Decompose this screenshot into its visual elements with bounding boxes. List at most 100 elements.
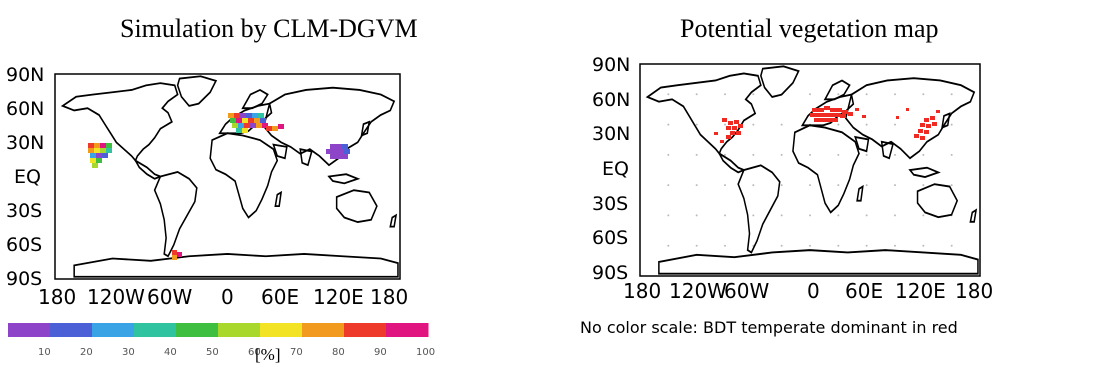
grid-dot [837, 214, 840, 217]
colorbar-unit: [%] [255, 345, 281, 364]
colorbar: 10 20 30 40 50 60 70 80 90 100 [8, 323, 435, 358]
colorbar-segment [260, 323, 303, 337]
colorbar-segment [386, 323, 429, 337]
lat-label: 30N [6, 132, 44, 154]
colorbar-segment [218, 323, 261, 337]
grid-dot [724, 184, 726, 187]
lat-label: 60N [592, 89, 630, 111]
colorbar-segment [344, 323, 387, 337]
colorbar-tick-label: 40 [164, 347, 177, 358]
grid-dot [894, 123, 896, 126]
right-map: 90N 60N 30N EQ 30S 60S 90S 180 120W 60W … [592, 54, 993, 303]
grid-dot [780, 153, 783, 156]
grid-dot [809, 244, 811, 247]
lon-label: 120E [895, 279, 946, 303]
colorbar-tick-label: 20 [80, 347, 93, 358]
grid-dot [950, 244, 953, 247]
colorbar-tick-label: 80 [332, 347, 345, 358]
grid-dot [780, 184, 783, 187]
cells-east-asia [326, 144, 350, 159]
lat-label: EQ [602, 158, 629, 180]
grid-dot [780, 244, 783, 247]
grid-dot [865, 123, 868, 126]
grid-dot [752, 93, 755, 96]
lat-label: EQ [14, 166, 41, 188]
grid-dot [752, 184, 755, 187]
grid-dot [922, 214, 925, 217]
lon-label: 120W [669, 279, 727, 303]
lat-label: 30S [592, 193, 628, 215]
grid-dot [950, 184, 953, 187]
colorbar-segment [92, 323, 135, 337]
lon-label: 180 [623, 279, 661, 303]
right-lat-labels: 90N 60N 30N EQ 30S 60S 90S [592, 54, 630, 284]
colorbar-segment [134, 323, 177, 337]
grid-dot [865, 93, 868, 96]
grid-dot [752, 214, 755, 217]
grid-dot [894, 244, 896, 247]
lon-label: 120W [87, 285, 145, 309]
colorbar-tick-label: 100 [416, 347, 435, 358]
lon-label: 0 [807, 279, 820, 303]
grid-dot [724, 244, 726, 247]
lon-label: 180 [38, 285, 76, 309]
grid-dot [667, 184, 670, 187]
lon-label: 60E [845, 279, 883, 303]
lat-label: 60S [592, 227, 628, 249]
lat-label: 90S [592, 262, 628, 284]
grid-dot [894, 214, 896, 217]
grid-dot [724, 214, 726, 217]
left-lon-labels: 180 120W 60W 0 60E 120E 180 [38, 285, 408, 309]
grid-dot [837, 153, 840, 156]
lat-label: 60N [6, 98, 44, 120]
lat-label: 30S [6, 200, 42, 222]
grid-dot [724, 93, 726, 96]
colorbar-tick-label: 30 [122, 347, 135, 358]
bdt-north-america [714, 118, 743, 143]
lat-label: 90N [592, 54, 630, 76]
right-lon-labels: 180 120W 60W 0 60E 120E 180 [623, 279, 993, 303]
lat-label: 90N [6, 64, 44, 86]
left-lat-labels: 90N 60N 30N EQ 30S 60S 90S [6, 64, 44, 290]
grid-dot [780, 123, 783, 126]
lon-label: 180 [955, 279, 993, 303]
grid-dot [724, 153, 726, 156]
grid-dot [865, 214, 868, 217]
cells-north-america [88, 143, 112, 168]
grid-dot [837, 184, 840, 187]
bdt-europe [810, 106, 866, 122]
grid-dot [922, 184, 925, 187]
lon-label: 120E [313, 285, 364, 309]
grid-dot [667, 123, 670, 126]
lon-label: 180 [370, 285, 408, 309]
grid-dot [922, 153, 925, 156]
lon-label: 60W [724, 279, 769, 303]
grid-dot [837, 123, 840, 126]
grid-dot [865, 184, 868, 187]
grid-dot [894, 93, 896, 96]
lon-label: 60W [147, 285, 192, 309]
grid-dot [950, 123, 953, 126]
colorbar-tick-label: 60 [248, 347, 261, 358]
grid-dot [950, 153, 953, 156]
lat-label: 90S [6, 268, 42, 290]
grid-dot [695, 184, 698, 187]
right-map-title: Potential vegetation map [680, 14, 939, 43]
colorbar-tick-label: 70 [290, 347, 303, 358]
lat-label: 60S [6, 234, 42, 256]
grid-dot [809, 184, 811, 187]
grid-dot [894, 184, 896, 187]
grid-dot [950, 93, 953, 96]
grid-dot [695, 123, 698, 126]
grid-dot [922, 244, 925, 247]
colorbar-segment [50, 323, 93, 337]
grid-dot [837, 93, 840, 96]
colorbar-tick-label: 10 [38, 347, 51, 358]
right-map-bdt-cells [714, 106, 940, 143]
grid-dot [837, 244, 840, 247]
cells-europe [228, 113, 284, 133]
grid-dot [752, 153, 755, 156]
color-scale-note: No color scale: BDT temperate dominant i… [580, 318, 958, 337]
lon-label: 0 [221, 285, 234, 309]
